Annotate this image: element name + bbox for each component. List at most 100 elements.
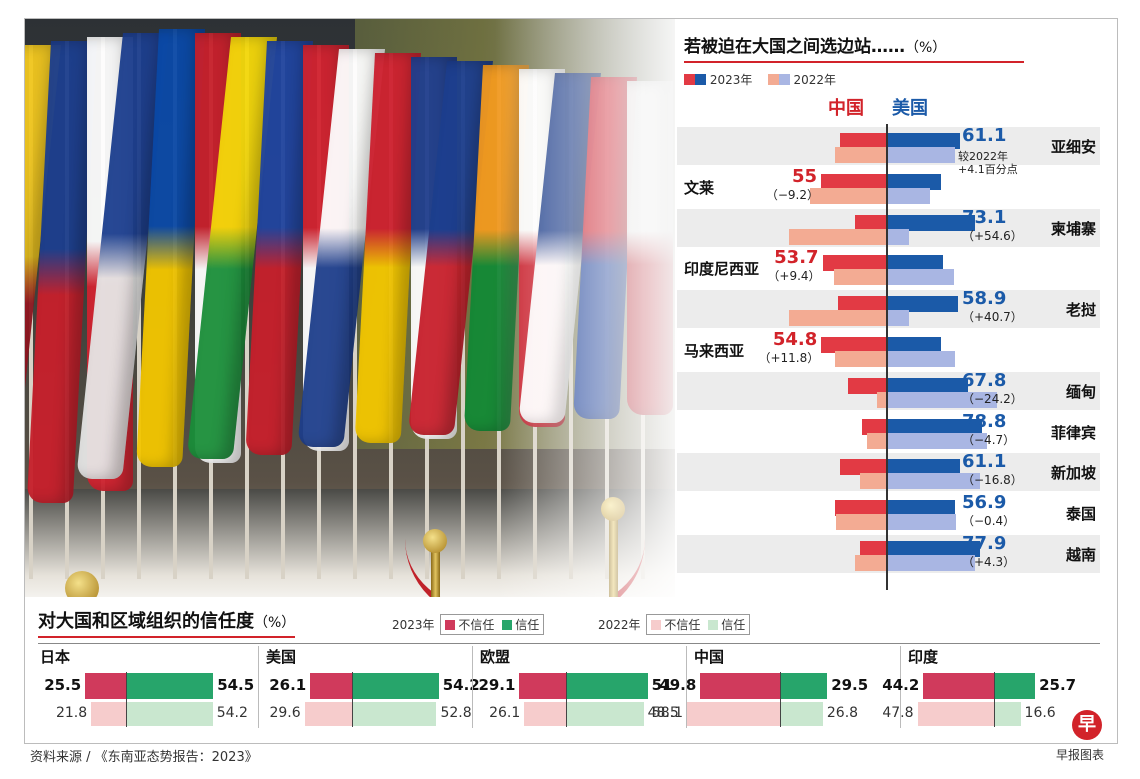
legend-trust-2023: 信任 bbox=[515, 618, 540, 632]
bar-distrust-2022 bbox=[917, 702, 994, 726]
country-name: 文莱 bbox=[684, 178, 715, 197]
bar-trust-2023 bbox=[780, 673, 828, 699]
asean-flags-photo bbox=[25, 19, 675, 597]
bar-distrust-2023 bbox=[700, 673, 780, 699]
country-name: 缅甸 bbox=[1065, 382, 1096, 401]
bar-distrust-2022 bbox=[91, 702, 126, 726]
trust-chart-grid bbox=[38, 643, 1100, 730]
bar-china-2022 bbox=[835, 351, 887, 367]
bar-separator bbox=[566, 672, 567, 727]
bar-us-2022 bbox=[887, 473, 981, 490]
trust-legend-2022-year: 2022年 bbox=[598, 618, 641, 632]
change-label: （−16.8） bbox=[962, 473, 1023, 488]
legend-swatch-distrust-2023 bbox=[445, 620, 456, 630]
bar-us-2022 bbox=[887, 187, 930, 204]
bar-china-2023 bbox=[821, 173, 887, 190]
bar-us-2023 bbox=[887, 255, 943, 272]
asean-note-line2: +4.1百分点 bbox=[958, 163, 1018, 176]
bar-separator bbox=[780, 672, 781, 727]
bar-distrust-2023 bbox=[310, 673, 352, 699]
country-name: 亚细安 bbox=[1050, 138, 1096, 156]
legend-swatch-us-2023 bbox=[695, 74, 706, 85]
asean-change-note: 较2022年 +4.1百分点 bbox=[958, 150, 1018, 176]
distrust-2023-value: 29.1 bbox=[478, 676, 516, 694]
bar-distrust-2022 bbox=[687, 702, 780, 726]
legend-swatch-cn-2023 bbox=[684, 74, 695, 85]
trust-2022-value: 54.2 bbox=[216, 705, 248, 721]
bar-china-2022 bbox=[835, 514, 887, 531]
panel-divider bbox=[686, 646, 687, 728]
bar-separator bbox=[352, 672, 353, 727]
change-label: （+40.7） bbox=[962, 310, 1023, 325]
trust-2023-value: 25.7 bbox=[1039, 676, 1077, 694]
trust-2022-value: 16.6 bbox=[1024, 705, 1056, 721]
bar-trust-2023 bbox=[566, 673, 648, 699]
country-name: 越南 bbox=[1065, 546, 1096, 564]
distrust-2022-value: 47.8 bbox=[882, 705, 914, 721]
bar-us-2023 bbox=[887, 296, 958, 313]
bar-us-2023 bbox=[887, 214, 975, 231]
trust-legend-2023-year: 2023年 bbox=[392, 618, 435, 632]
panel-divider bbox=[258, 646, 259, 728]
change-label: （+11.8） bbox=[758, 351, 820, 365]
bar-trust-2022 bbox=[126, 702, 213, 726]
legend-label-2023: 2023年 bbox=[709, 73, 753, 87]
bar-us-2023 bbox=[887, 418, 982, 435]
us-share-label: 77.9 bbox=[962, 533, 1007, 554]
legend-swatch-cn-2022 bbox=[767, 74, 779, 85]
side-chart-center-axis bbox=[886, 124, 888, 590]
trust-2023-value: 29.5 bbox=[831, 676, 869, 694]
entity-name: 日本 bbox=[40, 648, 71, 666]
bar-china-2023 bbox=[837, 296, 887, 313]
legend-distrust-2023: 不信任 bbox=[458, 618, 495, 632]
entity-name: 印度 bbox=[908, 648, 939, 666]
bar-china-2022 bbox=[855, 555, 887, 571]
legend-swatch-trust-2022 bbox=[708, 620, 719, 630]
bar-china-2022 bbox=[867, 432, 887, 449]
trust-legend-2022: 2022年 不信任 信任 bbox=[598, 614, 751, 635]
bar-us-2023 bbox=[887, 173, 941, 190]
change-label: （−24.2） bbox=[962, 391, 1023, 406]
country-name: 柬埔寨 bbox=[1050, 219, 1096, 238]
bar-trust-2023 bbox=[352, 673, 439, 699]
chart-credit: 早报图表 bbox=[1056, 748, 1105, 762]
us-share-label: 67.8 bbox=[962, 369, 1007, 391]
trust-2023-value: 54.2 bbox=[442, 676, 480, 694]
legend-label-2022: 2022年 bbox=[793, 73, 837, 87]
distrust-2022-value: 21.8 bbox=[55, 705, 88, 721]
us-share-label: 61.1 bbox=[962, 451, 1007, 473]
change-label: （−4.7） bbox=[962, 432, 1016, 447]
country-name: 印度尼西亚 bbox=[684, 260, 760, 279]
entity-name: 欧盟 bbox=[480, 648, 511, 666]
bar-separator bbox=[126, 672, 127, 727]
distrust-2023-value: 26.1 bbox=[269, 676, 307, 694]
change-label: （−9.2） bbox=[765, 187, 819, 202]
bar-trust-2022 bbox=[780, 702, 823, 726]
country-name: 马来西亚 bbox=[684, 342, 745, 360]
china-share-label: 54.8 bbox=[772, 329, 818, 350]
bar-trust-2023 bbox=[994, 673, 1036, 699]
trust-chart-unit: （%） bbox=[254, 615, 296, 631]
bar-us-2023 bbox=[887, 133, 961, 149]
graphic-frame bbox=[24, 18, 1118, 744]
bar-trust-2023 bbox=[126, 673, 214, 699]
photo-fade bbox=[495, 19, 675, 597]
bar-us-2022 bbox=[887, 514, 956, 531]
change-label: （+4.3） bbox=[962, 555, 1016, 569]
asean-note-line1: 较2022年 bbox=[958, 150, 1008, 163]
change-label: （−0.4） bbox=[962, 514, 1016, 529]
bar-china-2023 bbox=[840, 459, 887, 476]
bar-china-2023 bbox=[854, 214, 887, 231]
rope-post-knob bbox=[423, 529, 447, 553]
bar-china-2023 bbox=[822, 255, 887, 272]
distrust-2023-value: 49.8 bbox=[659, 676, 697, 694]
bar-us-2022 bbox=[887, 391, 998, 408]
side-chart-title: 若被迫在大国之间选边站……（%） bbox=[684, 32, 1024, 63]
distrust-2023-value: 25.5 bbox=[44, 676, 82, 694]
side-chart-title-text: 若被迫在大国之间选边站…… bbox=[684, 37, 905, 57]
bar-china-2023 bbox=[860, 541, 887, 557]
trust-2023-value: 54.5 bbox=[217, 676, 255, 694]
panel-divider bbox=[472, 646, 473, 728]
us-share-label: 78.8 bbox=[962, 410, 1007, 432]
bar-china-2022 bbox=[833, 269, 887, 286]
